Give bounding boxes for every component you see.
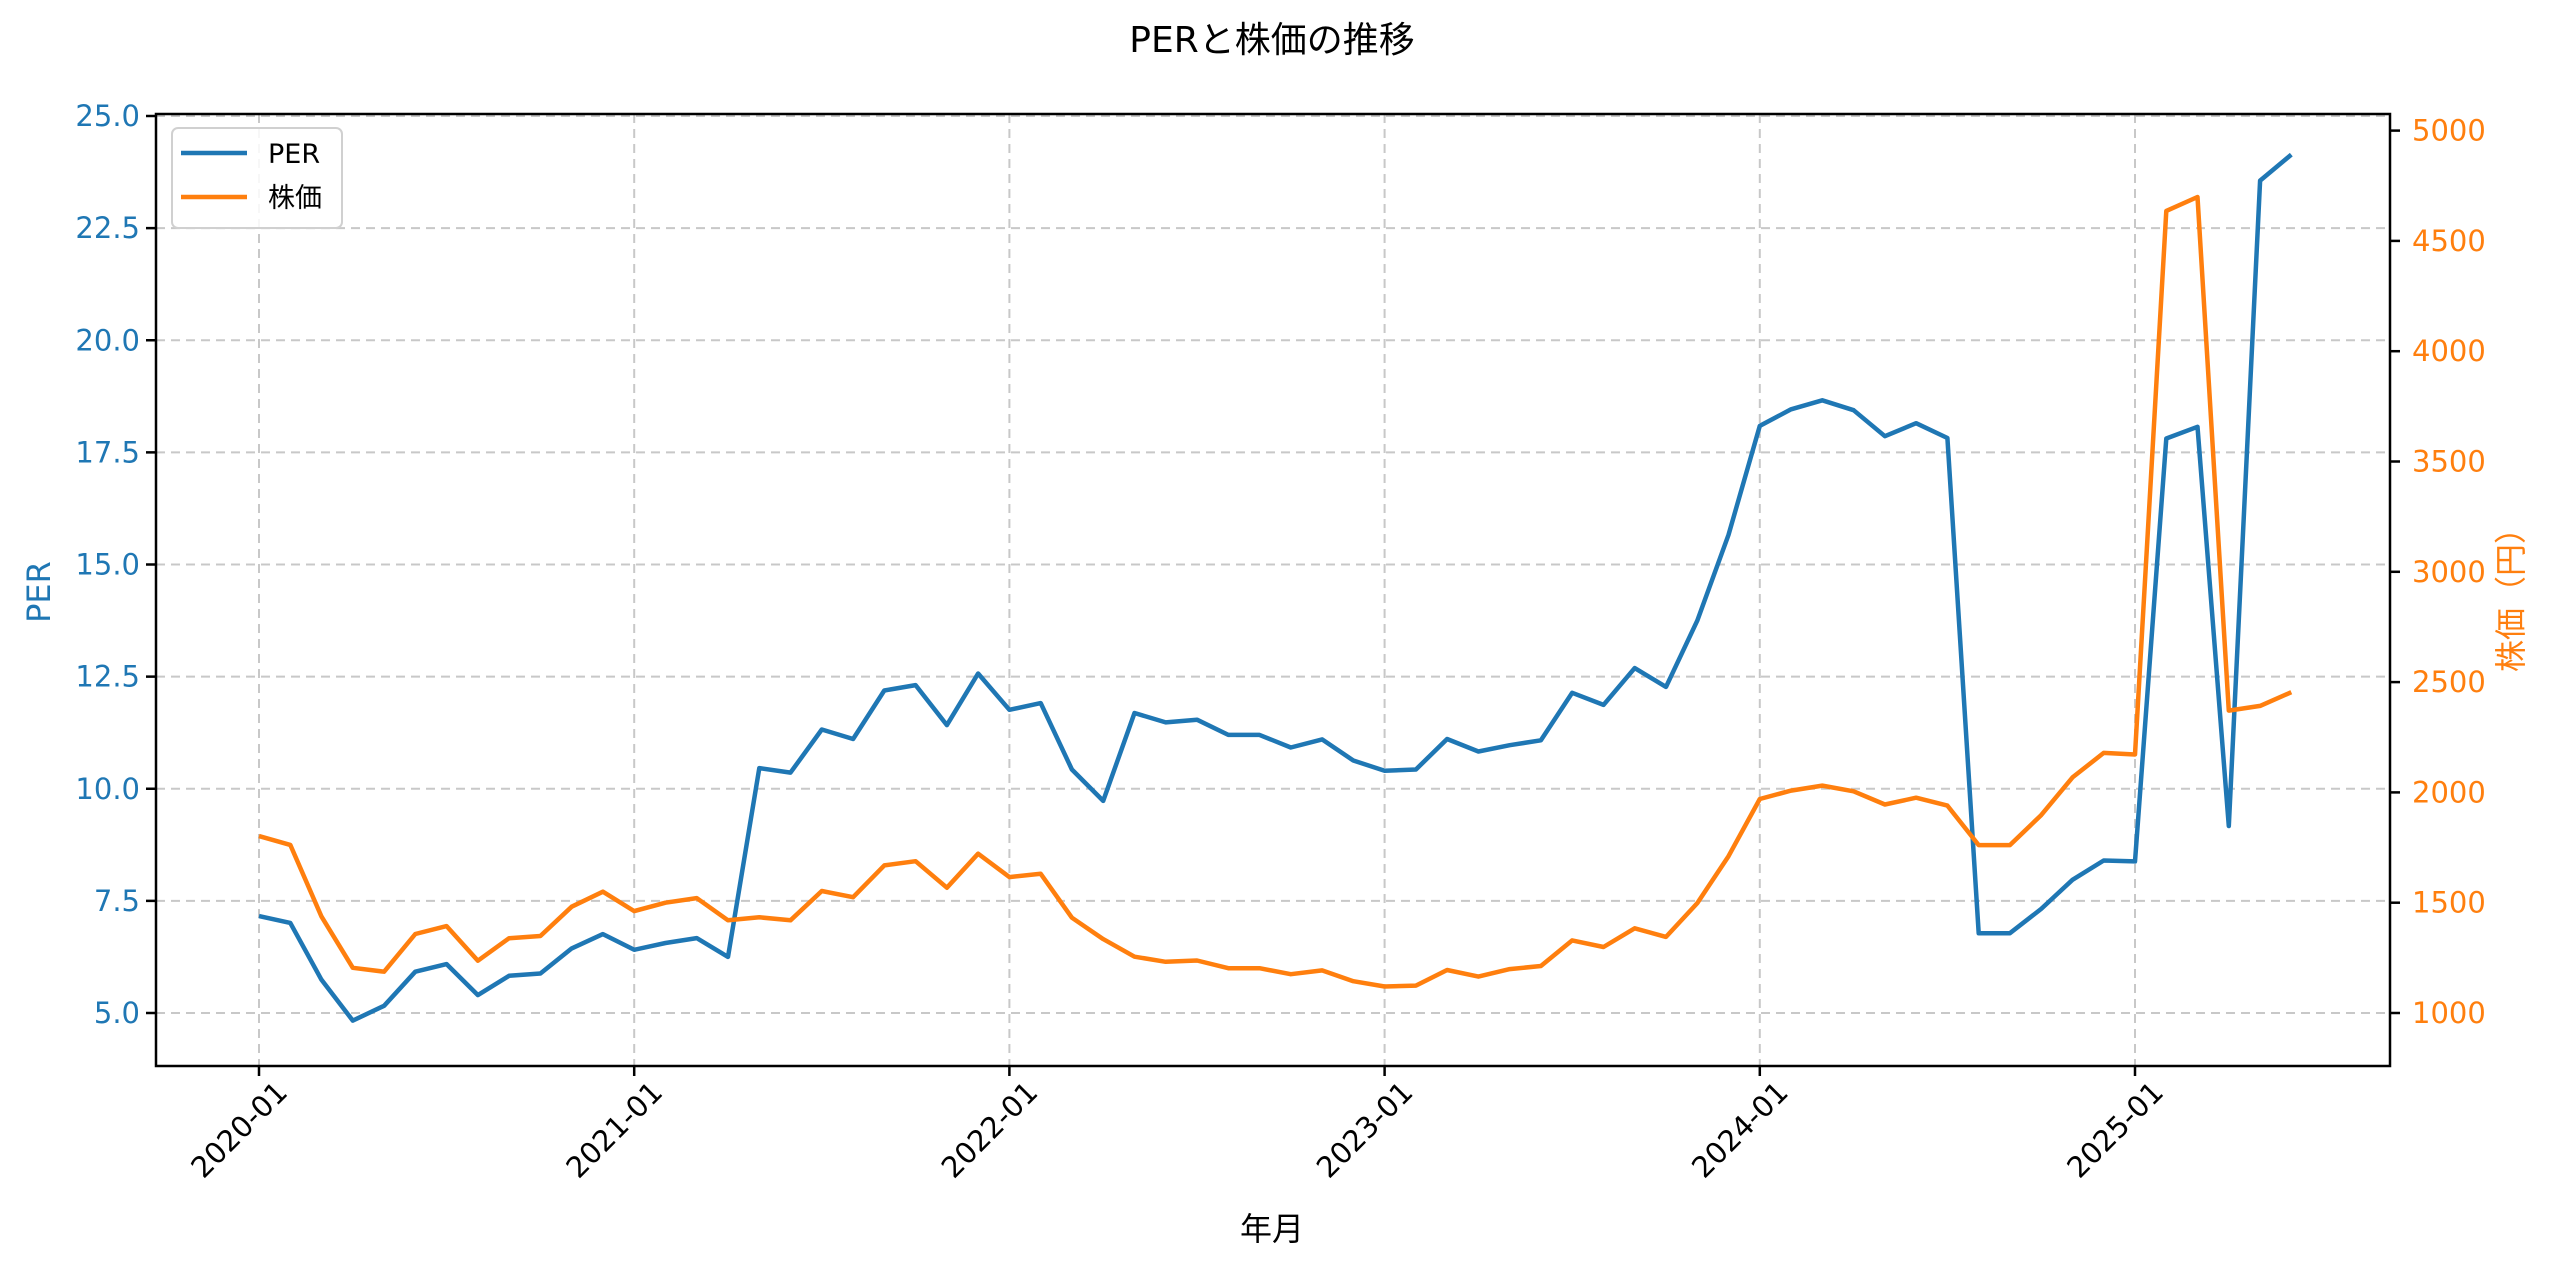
- y-tick-label-left: 25.0: [75, 99, 140, 133]
- plot-frame: [154, 112, 2392, 1068]
- y-tick-label-right: 2000: [2412, 775, 2486, 809]
- y-tick-label-right: 5000: [2412, 114, 2486, 148]
- y-axis-label-right: 株価（円）: [2492, 512, 2530, 672]
- y-axis-label-left: PER: [20, 561, 58, 623]
- y-tick-label-left: 22.5: [75, 211, 140, 245]
- y-tick-label-left: 12.5: [75, 660, 140, 694]
- y-tick-label-right: 1500: [2412, 886, 2486, 920]
- plot-area: [258, 152, 2293, 1023]
- y-tick-label-right: 2500: [2412, 665, 2486, 699]
- y-tick-label-left: 20.0: [75, 323, 140, 357]
- y-tick-label-right: 3500: [2412, 445, 2486, 479]
- legend-label-per: PER: [268, 139, 320, 170]
- x-axis: 2020-01 2021-01 2022-01 2023-01 2024-01 2025-…: [184, 1066, 2170, 1185]
- x-tick-label: 2022-01: [935, 1075, 1045, 1185]
- y-tick-label-right: 3000: [2412, 555, 2486, 589]
- y-tick-label-right: 4500: [2412, 224, 2486, 258]
- x-axis-label: 年月: [1240, 1210, 1304, 1248]
- y-tick-label-left: 15.0: [75, 548, 140, 582]
- y-tick-label-left: 5.0: [94, 996, 140, 1030]
- x-tick-label: 2023-01: [1310, 1075, 1420, 1185]
- x-tick-label: 2024-01: [1685, 1075, 1795, 1185]
- per-line: [258, 152, 2293, 1023]
- price-line: [258, 194, 2293, 989]
- right-y-axis: 1000 1500 2000 2500 3000 3500 4000 4500 5000: [2390, 114, 2486, 1030]
- left-y-axis: 5.0 7.5 10.0 12.5 15.0 17.5 20.0 22.5 25.0: [75, 99, 156, 1030]
- y-tick-label-left: 7.5: [94, 884, 140, 918]
- legend-label-price: 株価: [268, 183, 322, 214]
- x-tick-label: 2021-01: [559, 1075, 669, 1185]
- y-tick-label-right: 1000: [2412, 996, 2486, 1030]
- y-tick-label-right: 4000: [2412, 334, 2486, 368]
- legend: PER 株価: [171, 127, 343, 229]
- grid: [156, 114, 2390, 1066]
- chart-title: PERと株価の推移: [1129, 20, 1414, 61]
- y-tick-label-left: 10.0: [75, 772, 140, 806]
- x-tick-label: 2020-01: [184, 1075, 294, 1185]
- x-tick-label: 2025-01: [2060, 1075, 2170, 1185]
- y-tick-label-left: 17.5: [75, 435, 140, 469]
